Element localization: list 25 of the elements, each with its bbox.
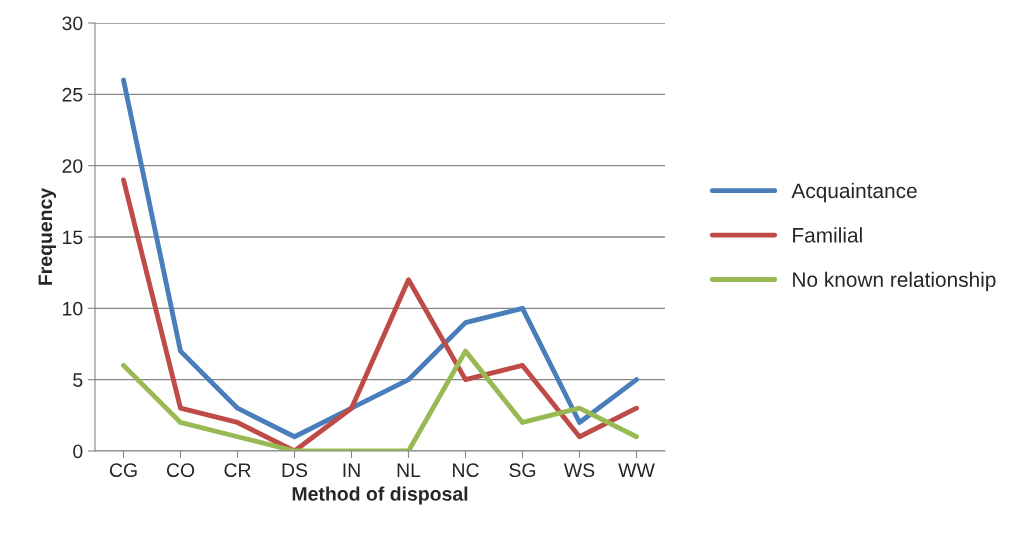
x-tick-label: SG <box>509 463 536 478</box>
x-tick-label: NC <box>453 463 479 478</box>
x-tick-label: DS <box>282 463 308 478</box>
y-tick-label: 15 <box>63 230 83 245</box>
y-tick-label: 25 <box>62 87 83 102</box>
line-series <box>121 348 639 451</box>
x-tick-label: CG <box>109 463 137 478</box>
y-tick-label: 5 <box>73 373 83 387</box>
x-tick-label: NL <box>397 463 421 477</box>
y-tick-label: 10 <box>63 301 83 316</box>
y-tick-label: 0 <box>73 444 83 459</box>
x-tick-label: CR <box>224 463 251 478</box>
x-tick-label: CO <box>166 463 195 478</box>
line-series <box>121 77 639 440</box>
y-tick-label: 30 <box>62 16 83 31</box>
line-series <box>121 177 639 451</box>
y-tick-label: 20 <box>62 159 83 173</box>
legend-label: Familial <box>793 227 862 243</box>
x-tick-label: WS <box>563 463 595 478</box>
x-tick-label: WW <box>618 463 655 477</box>
x-axis-title: Method of disposal <box>292 486 468 505</box>
x-tick-label: IN <box>343 463 360 477</box>
y-axis-title: Frequency <box>38 187 57 285</box>
legend-label: No known relationship <box>793 271 996 292</box>
legend-label: Acquaintance <box>791 182 917 203</box>
